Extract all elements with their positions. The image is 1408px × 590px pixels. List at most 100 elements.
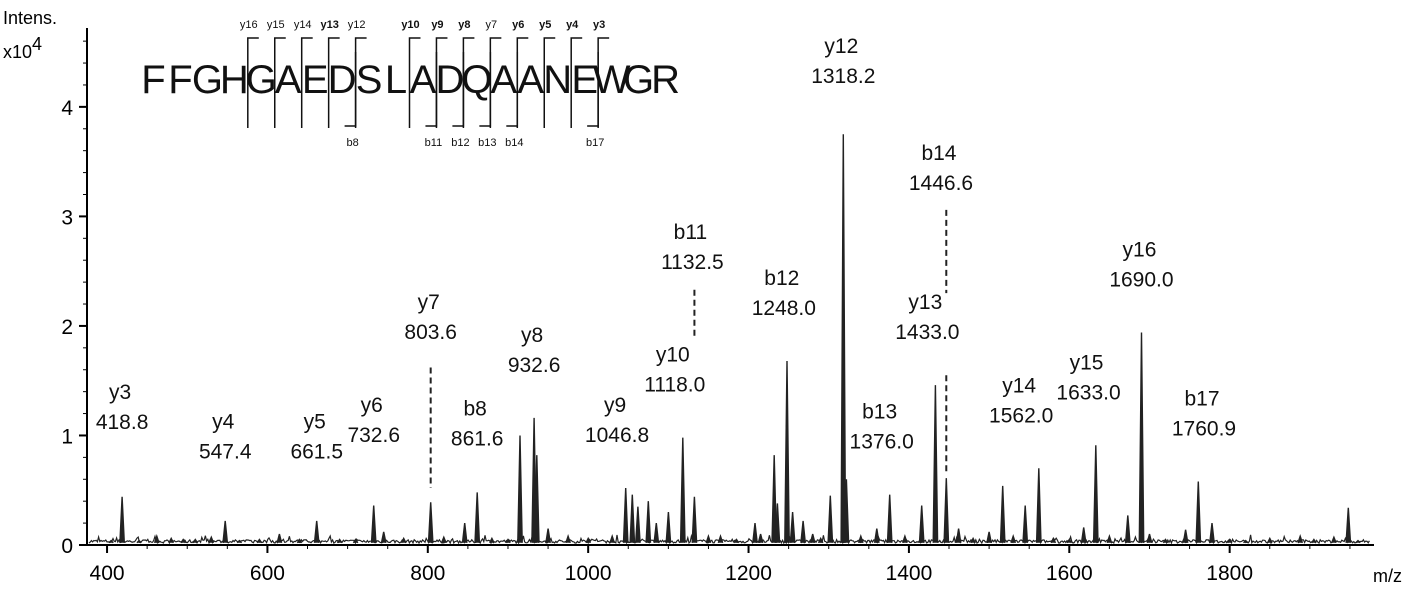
spectrum-peak xyxy=(1243,539,1249,544)
spectrum-peak xyxy=(1226,538,1233,544)
peak-mz-label: 418.8 xyxy=(96,411,149,434)
peak-mz-label: 1046.8 xyxy=(585,424,649,447)
baseline-noise xyxy=(88,533,1370,545)
sequence-residue: Q xyxy=(461,58,492,102)
spectrum-peak xyxy=(208,535,215,544)
spectrum-peak xyxy=(1311,538,1317,544)
sequence-residue: A xyxy=(490,58,517,102)
x-tick-label: 1800 xyxy=(1206,562,1253,585)
spectrum-peak xyxy=(986,531,992,543)
spectrum-peak xyxy=(1124,515,1131,543)
spectrum-peak xyxy=(902,533,908,544)
spectrum-peak xyxy=(645,501,652,543)
b-ion-bracket xyxy=(425,52,438,127)
sequence-residue: A xyxy=(410,58,437,102)
spectrum-peak xyxy=(629,494,636,543)
spectrum-peak xyxy=(1022,505,1029,543)
spectrum-peak xyxy=(1080,527,1087,543)
spectrum-peak xyxy=(771,455,778,543)
y-ion-label: y5 xyxy=(539,19,551,31)
peak-ion-label: y5 xyxy=(304,410,326,433)
b-ion-label: b8 xyxy=(346,137,358,149)
sequence-residue: A xyxy=(275,58,302,102)
spectrum-peak xyxy=(705,533,712,544)
spectrum-peak xyxy=(370,505,377,543)
spectrum-peak xyxy=(256,538,263,544)
spectrum-peak xyxy=(440,535,447,544)
sequence-residue: G xyxy=(623,58,654,102)
y-ion-bracket xyxy=(327,37,340,128)
spectrum-peak xyxy=(296,538,303,544)
peak-ion-label: y8 xyxy=(521,324,543,347)
y-ion-bracket xyxy=(300,37,313,128)
peak-ion-label: b14 xyxy=(921,142,956,165)
spectrum-peak xyxy=(789,512,796,543)
spectrum-peak xyxy=(609,533,616,544)
y-tick-label: 3 xyxy=(61,206,73,229)
spectrum-peak xyxy=(809,533,816,543)
peak-mz-label: 932.6 xyxy=(508,354,561,377)
y-tick-label: 2 xyxy=(61,316,73,339)
spectrum-peak xyxy=(1066,538,1073,544)
y-ion-bracket xyxy=(274,37,286,128)
spectrum-peak xyxy=(622,487,629,543)
spectrum-peak xyxy=(1146,533,1153,543)
spectrum-peak xyxy=(1209,523,1215,543)
spectrum-peak xyxy=(1050,536,1057,544)
spectrum-peak xyxy=(313,520,320,543)
spectrum-peak xyxy=(517,435,523,543)
sequence-residue: A xyxy=(517,58,544,102)
spectrum-peak xyxy=(533,455,540,543)
x-tick-label: 800 xyxy=(410,562,445,585)
peak-mz-label: 1318.2 xyxy=(811,65,875,88)
peak-ion-label: y3 xyxy=(109,381,131,404)
b-ion-bracket xyxy=(587,52,599,127)
b-ion-label: b13 xyxy=(478,137,496,149)
peak-mz-label: 1690.0 xyxy=(1109,269,1173,292)
spectrum-peak xyxy=(400,536,407,544)
spectrum-peak xyxy=(119,496,125,543)
spectrum-peak xyxy=(752,523,758,543)
spectrum-peak xyxy=(1010,533,1017,544)
peak-mz-label: 1248.0 xyxy=(752,297,816,320)
spectrum-peak xyxy=(1345,507,1352,543)
spectrum-peak xyxy=(565,533,571,544)
spectrum-peak xyxy=(717,533,724,544)
spectrum-peak xyxy=(817,536,824,544)
sequence-residue: G xyxy=(192,58,223,102)
spectrum-peak xyxy=(1035,468,1042,543)
peak-mz-label: 1376.0 xyxy=(850,431,914,454)
spectrum-peak xyxy=(1331,535,1337,544)
peak-mz-label: 1760.9 xyxy=(1172,417,1236,440)
y-axis-exponent: x104 xyxy=(3,34,42,62)
y-tick-label: 0 xyxy=(61,535,73,558)
x-tick-label: 600 xyxy=(250,562,285,585)
peak-ion-label: b12 xyxy=(764,267,799,290)
spectrum-peak xyxy=(1266,536,1273,544)
sequence-residue: S xyxy=(356,58,383,102)
spectrum-peak xyxy=(857,533,864,544)
spectrum-peak xyxy=(800,520,806,543)
peak-ion-label: y10 xyxy=(656,344,690,367)
spectrum-peak xyxy=(1162,538,1169,544)
y-ion-label: y8 xyxy=(458,19,470,31)
spectrum-peak xyxy=(955,528,962,543)
spectrum-peak xyxy=(679,437,686,543)
spectrum-peak xyxy=(1297,533,1304,544)
spectrum-peak xyxy=(1182,529,1189,543)
peak-ion-label: b8 xyxy=(464,397,487,420)
spectrum-peak xyxy=(827,495,834,543)
y-ion-label: y12 xyxy=(348,19,366,31)
y-ion-label: y4 xyxy=(566,19,579,31)
spectrum-peak xyxy=(1195,481,1202,543)
spectrum-peak xyxy=(352,538,359,544)
b-ion-bracket xyxy=(344,52,357,127)
peak-ion-label: y12 xyxy=(824,35,858,58)
y-ion-label: y15 xyxy=(267,19,285,31)
y-ion-label: y7 xyxy=(486,19,498,31)
y-ion-bracket xyxy=(408,37,421,128)
sequence-residue: F xyxy=(141,58,165,102)
b-ion-bracket xyxy=(452,52,465,127)
peak-mz-label: 1132.5 xyxy=(661,251,724,274)
